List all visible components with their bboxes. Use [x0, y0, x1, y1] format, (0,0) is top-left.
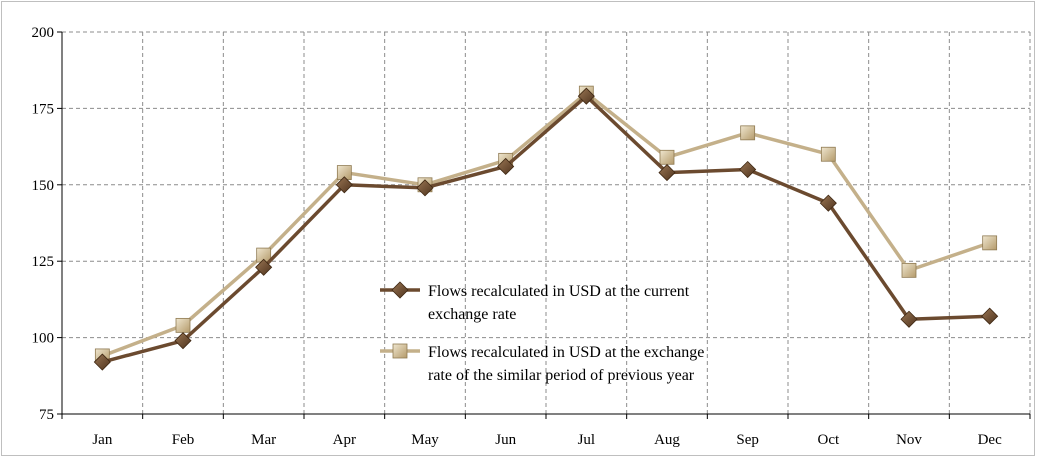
series-layer — [93, 85, 999, 371]
series-1-point — [255, 258, 273, 276]
legend-marker — [391, 281, 409, 299]
x-tick-label: Feb — [172, 432, 195, 448]
x-tick-label: May — [411, 432, 439, 448]
series-1-line — [101, 94, 990, 364]
y-tick-label: 75 — [39, 407, 54, 423]
series-2-point — [175, 317, 191, 333]
series-1-point — [174, 332, 192, 350]
y-axis-tick-labels: 75 100 125 150 175 200 — [32, 25, 55, 423]
y-tick-label: 200 — [32, 25, 55, 41]
axes — [57, 31, 1031, 419]
x-axis-tick-labels: Jan Feb Mar Apr May Jun Jul Aug Sep Oct Nov Dec — [92, 432, 1002, 448]
y-tick-label: 150 — [32, 178, 55, 194]
legend-label: Flows recalculated in USD at the exchang… — [428, 344, 704, 361]
series-1-point — [819, 194, 837, 212]
series-1-point — [416, 179, 434, 197]
series-2 — [94, 85, 998, 364]
legend-label: exchange rate — [428, 306, 516, 323]
series-2-point — [982, 235, 998, 251]
x-tick-label: Mar — [251, 432, 276, 448]
x-tick-label: Apr — [333, 432, 356, 448]
y-tick-label: 125 — [32, 254, 55, 270]
series-2-point — [740, 125, 756, 141]
series-1-point — [335, 176, 353, 194]
series-1-point — [900, 310, 918, 328]
x-tick-label: Jul — [578, 432, 596, 448]
series-1-point — [981, 307, 999, 325]
series-2-point — [820, 146, 836, 162]
series-1-point — [93, 353, 111, 371]
y-tick-label: 175 — [32, 101, 55, 117]
x-tick-label: Aug — [654, 432, 680, 448]
x-tick-label: Jun — [495, 432, 516, 448]
series-1-point — [739, 160, 757, 179]
y-tick-label: 100 — [32, 331, 55, 347]
legend-entry-2: Flows recalculated in USD at the exchang… — [380, 343, 704, 384]
x-tick-label: Dec — [978, 432, 1002, 448]
x-tick-label: Sep — [736, 432, 759, 448]
series-2-point — [659, 149, 675, 165]
series-1-point — [658, 164, 676, 182]
x-tick-label: Jan — [92, 432, 112, 448]
series-2-point — [901, 262, 917, 278]
legend-label: rate of the similar period of previous y… — [428, 367, 695, 384]
series-1-point — [577, 87, 595, 105]
x-tick-label: Oct — [817, 432, 839, 448]
series-2-line — [101, 91, 991, 358]
series-1 — [93, 87, 999, 371]
legend-marker — [392, 343, 408, 359]
x-tick-label: Nov — [896, 432, 922, 448]
legend: Flows recalculated in USD at the current… — [380, 281, 704, 384]
legend-entry-1: Flows recalculated in USD at the current… — [380, 281, 690, 323]
series-1-point — [497, 157, 515, 176]
legend-label: Flows recalculated in USD at the current — [428, 283, 690, 300]
